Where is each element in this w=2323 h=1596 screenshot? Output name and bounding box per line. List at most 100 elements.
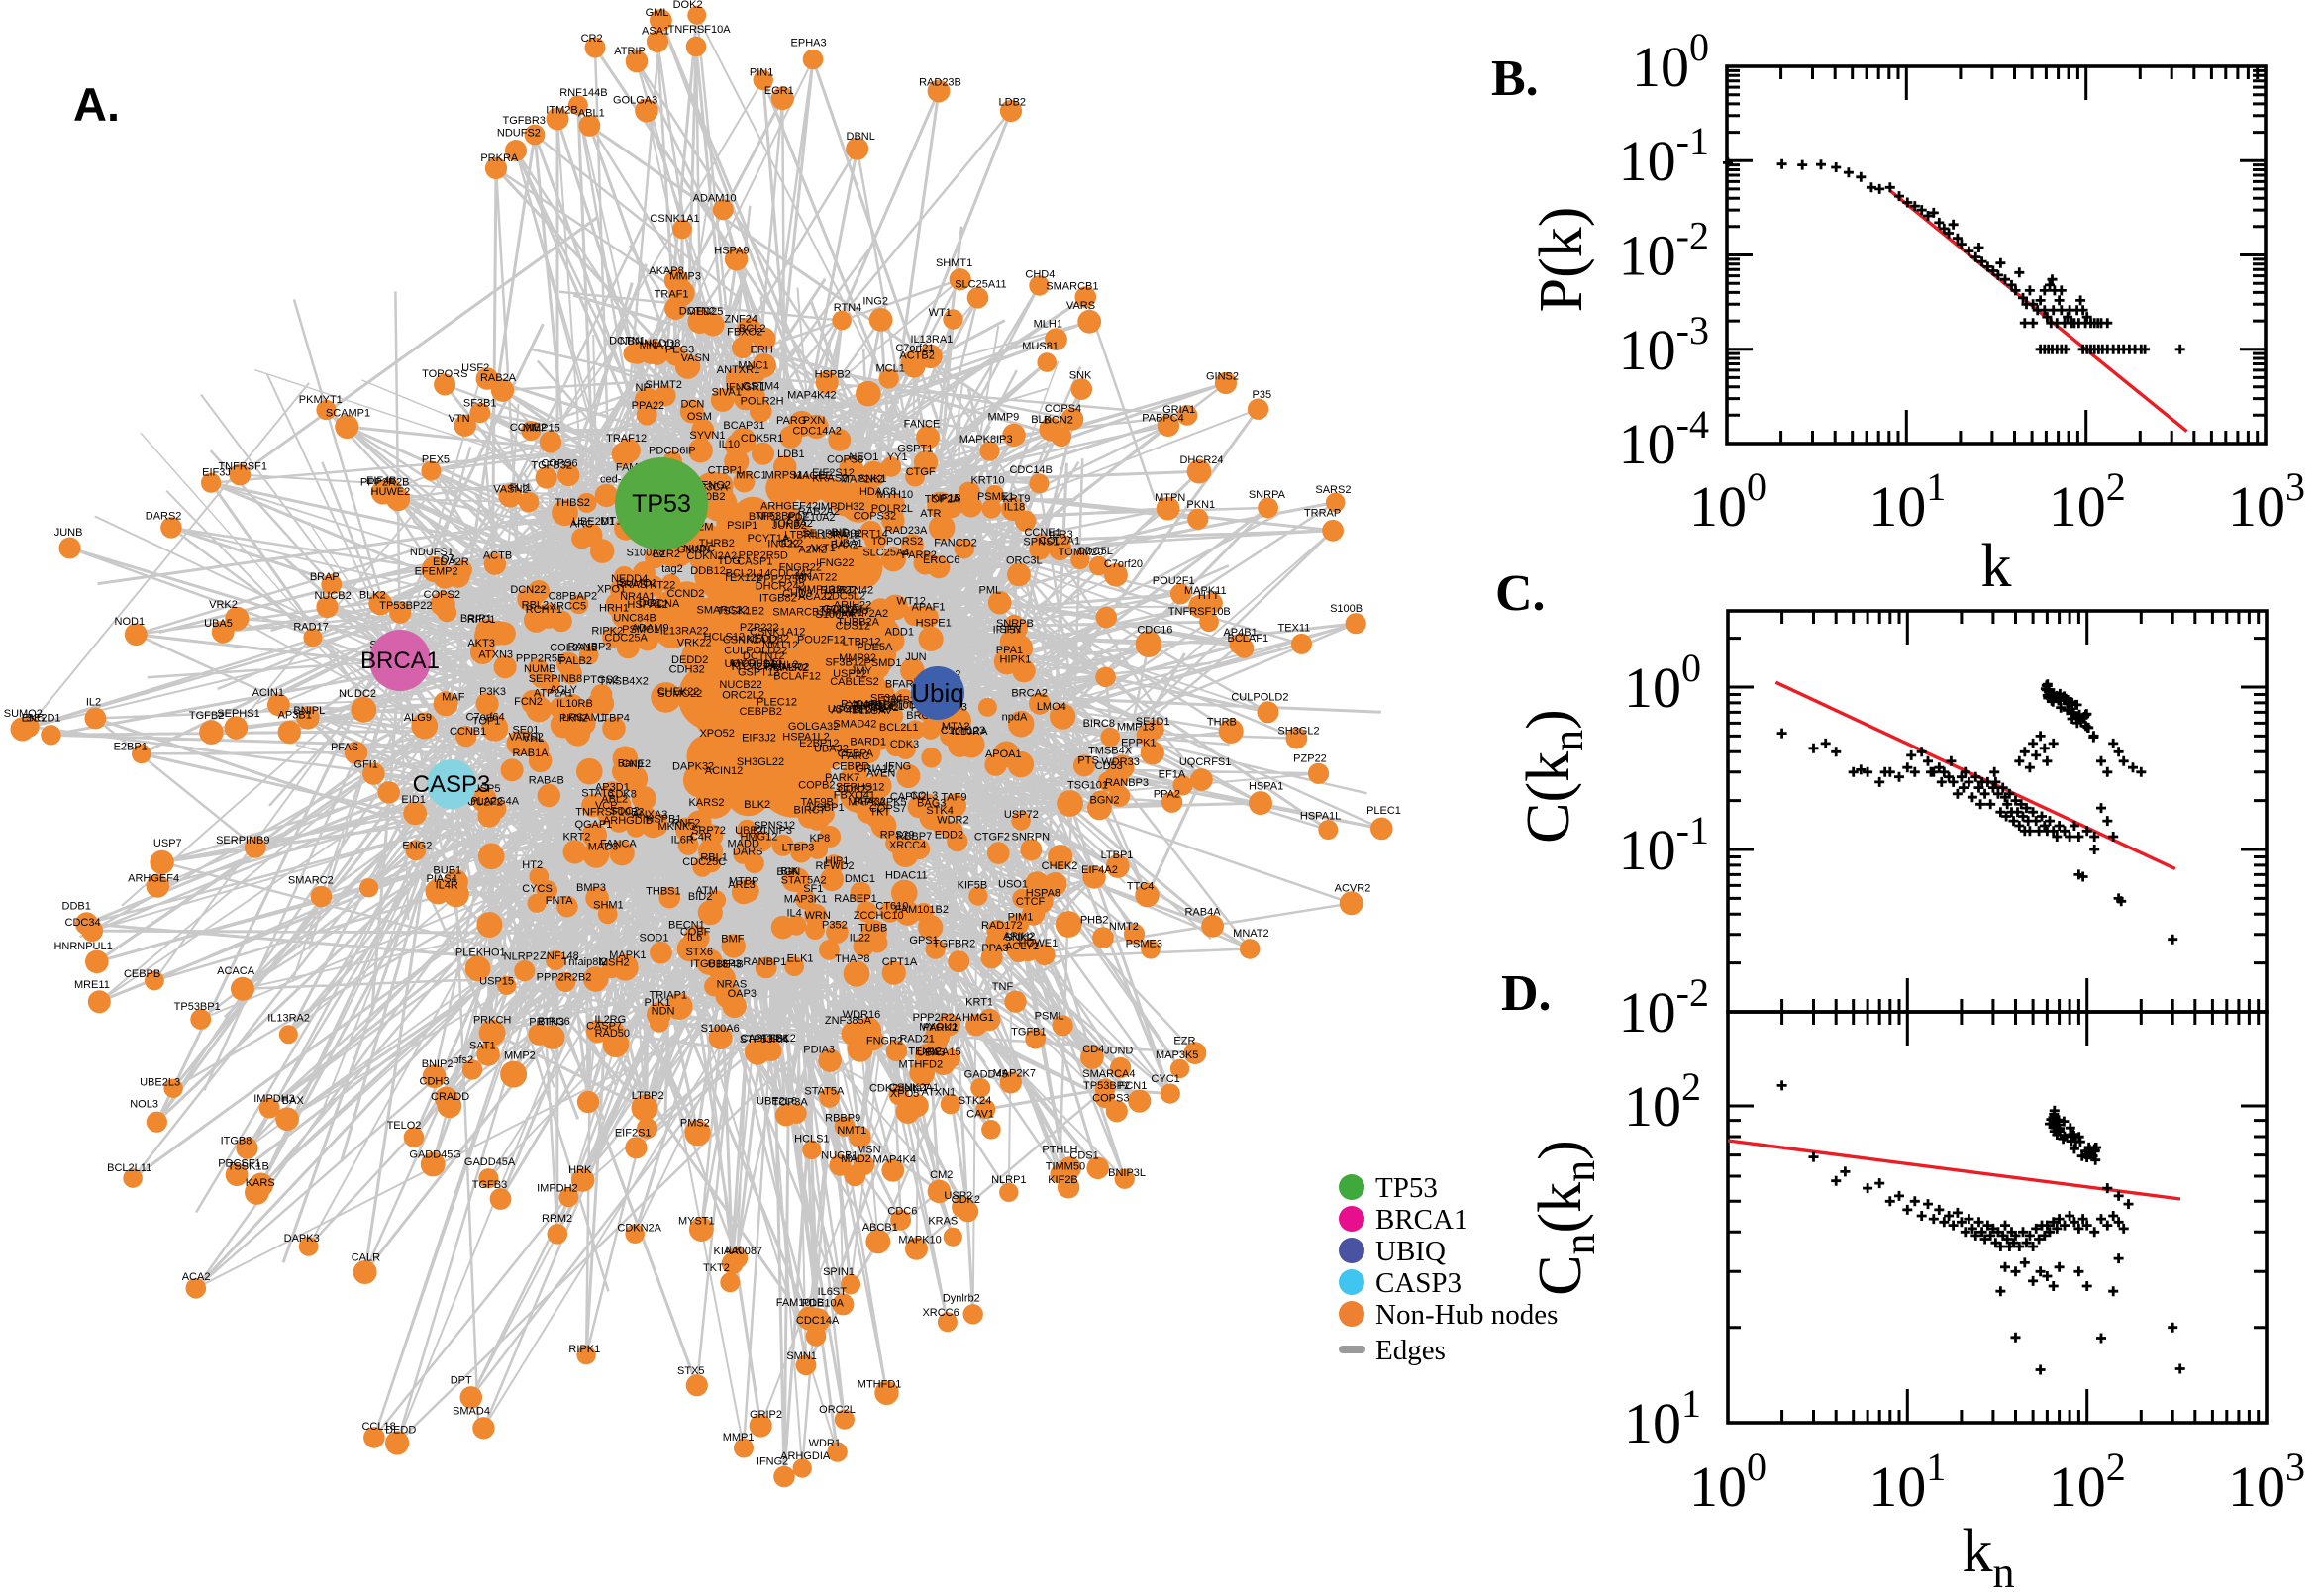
svg-text:GRIA1: GRIA1 bbox=[1162, 404, 1195, 416]
svg-text:P3K3: P3K3 bbox=[479, 686, 506, 698]
svg-text:ACIN1: ACIN1 bbox=[252, 687, 284, 699]
svg-text:CDK8: CDK8 bbox=[608, 789, 637, 801]
svg-text:DCN2: DCN2 bbox=[1044, 414, 1073, 426]
svg-text:PYCARD: PYCARD bbox=[841, 699, 886, 711]
svg-text:P35: P35 bbox=[1253, 389, 1272, 401]
svg-text:AKT1: AKT1 bbox=[808, 543, 836, 554]
svg-text:CDK2deltaT: CDK2deltaT bbox=[869, 1082, 929, 1094]
svg-text:LTBP3: LTBP3 bbox=[782, 843, 815, 854]
svg-text:FBXO2: FBXO2 bbox=[727, 327, 762, 339]
svg-text:CCL18: CCL18 bbox=[361, 1421, 395, 1433]
svg-text:ITGB18P3: ITGB18P3 bbox=[690, 958, 741, 970]
svg-text:EID1: EID1 bbox=[401, 794, 425, 806]
svg-text:SMARCB1: SMARCB1 bbox=[1046, 281, 1098, 293]
svg-text:CTGF2: CTGF2 bbox=[974, 832, 1010, 844]
svg-text:USO1: USO1 bbox=[998, 878, 1028, 890]
svg-text:COPS3: COPS3 bbox=[1092, 1093, 1129, 1105]
svg-text:TNFRSF10B2: TNFRSF10B2 bbox=[575, 806, 644, 818]
svg-text:CCNE2: CCNE2 bbox=[510, 422, 547, 434]
svg-text:HSPA1L: HSPA1L bbox=[1300, 811, 1341, 823]
svg-text:P352: P352 bbox=[822, 919, 848, 931]
svg-text:PEG3: PEG3 bbox=[665, 345, 694, 356]
svg-text:B.: B. bbox=[1491, 50, 1539, 107]
svg-text:EFEMP2: EFEMP2 bbox=[415, 566, 458, 578]
svg-text:CD4: CD4 bbox=[1082, 1044, 1104, 1055]
svg-text:SH3GL2: SH3GL2 bbox=[1277, 726, 1319, 738]
svg-text:SOD1: SOD1 bbox=[640, 933, 669, 945]
svg-text:DDB12: DDB12 bbox=[690, 565, 725, 577]
svg-text:VASN: VASN bbox=[681, 352, 710, 364]
svg-text:ACTB: ACTB bbox=[483, 549, 512, 561]
svg-text:MMP13: MMP13 bbox=[1117, 722, 1155, 734]
svg-text:NLRP2: NLRP2 bbox=[504, 951, 539, 963]
svg-text:HCLS1: HCLS1 bbox=[794, 1134, 829, 1146]
svg-text:SLC25A11: SLC25A11 bbox=[955, 278, 1006, 290]
svg-text:VRK22: VRK22 bbox=[677, 637, 712, 648]
svg-text:ITGAV: ITGAV bbox=[860, 705, 893, 717]
svg-text:TSSK1B: TSSK1B bbox=[228, 1161, 269, 1173]
svg-text:THBS2: THBS2 bbox=[555, 497, 589, 509]
svg-text:MMP3: MMP3 bbox=[669, 271, 701, 283]
svg-text:POU2F12: POU2F12 bbox=[797, 635, 846, 647]
svg-text:KRT2: KRT2 bbox=[562, 832, 590, 844]
svg-text:EIF4B: EIF4B bbox=[366, 475, 397, 487]
svg-text:JUNB: JUNB bbox=[54, 527, 83, 539]
svg-text:CHEK22: CHEK22 bbox=[657, 686, 700, 698]
svg-text:CDKN2A2: CDKN2A2 bbox=[686, 550, 737, 562]
svg-text:IL6ST: IL6ST bbox=[818, 1286, 848, 1298]
svg-text:ARC: ARC bbox=[570, 518, 593, 530]
svg-text:ATR: ATR bbox=[920, 508, 941, 520]
svg-text:TKT22: TKT22 bbox=[643, 579, 675, 591]
svg-text:UBIQ: UBIQ bbox=[1375, 1236, 1446, 1267]
svg-text:CDC16: CDC16 bbox=[1137, 625, 1172, 637]
svg-text:GADD45A: GADD45A bbox=[464, 1156, 516, 1168]
svg-text:ATXN3: ATXN3 bbox=[478, 648, 513, 660]
svg-text:HIPK1: HIPK1 bbox=[1000, 654, 1032, 666]
svg-text:SEPHS1: SEPHS1 bbox=[217, 708, 259, 720]
svg-text:GSPT12: GSPT12 bbox=[738, 666, 779, 678]
svg-text:FAM101B2: FAM101B2 bbox=[895, 904, 949, 916]
svg-text:BCL2L11: BCL2L11 bbox=[107, 1162, 152, 1174]
svg-text:WT1: WT1 bbox=[929, 307, 952, 319]
svg-text:ADAM10: ADAM10 bbox=[693, 192, 737, 204]
svg-text:SMN1: SMN1 bbox=[786, 1350, 817, 1362]
svg-text:BIRC8: BIRC8 bbox=[1083, 718, 1115, 730]
svg-text:BRCA1: BRCA1 bbox=[1375, 1204, 1467, 1236]
svg-text:BNIP3L: BNIP3L bbox=[1108, 1167, 1146, 1179]
svg-text:PPA2: PPA2 bbox=[1154, 788, 1180, 800]
svg-text:PTS: PTS bbox=[1077, 755, 1098, 767]
svg-text:TP53BP22: TP53BP22 bbox=[379, 600, 432, 612]
svg-text:ARHGEF4: ARHGEF4 bbox=[128, 873, 179, 885]
svg-text:AP3D1: AP3D1 bbox=[595, 781, 630, 793]
svg-text:RFC1: RFC1 bbox=[467, 614, 496, 626]
svg-text:BGN: BGN bbox=[776, 866, 800, 878]
svg-text:COL2A1: COL2A1 bbox=[1039, 536, 1080, 548]
svg-text:AKAP8: AKAP8 bbox=[649, 265, 683, 277]
svg-text:ACACA: ACACA bbox=[217, 965, 255, 977]
svg-text:DEDD: DEDD bbox=[385, 1425, 416, 1437]
svg-text:SUMO22: SUMO22 bbox=[657, 688, 702, 700]
svg-text:USP2: USP2 bbox=[944, 1190, 972, 1202]
svg-text:WDR16: WDR16 bbox=[843, 1009, 881, 1021]
svg-text:SF3B12: SF3B12 bbox=[825, 657, 864, 669]
svg-text:PSME1: PSME1 bbox=[977, 491, 1014, 503]
svg-text:POU2F1: POU2F1 bbox=[1153, 575, 1195, 587]
svg-text:SMARCA4: SMARCA4 bbox=[1082, 1068, 1135, 1080]
svg-text:ABL2: ABL2 bbox=[601, 793, 628, 805]
svg-text:FNTA: FNTA bbox=[546, 895, 574, 907]
svg-text:HDAC8: HDAC8 bbox=[859, 486, 896, 498]
svg-text:VTN: VTN bbox=[449, 413, 470, 425]
svg-text:DARS: DARS bbox=[733, 847, 763, 858]
svg-text:RAD17: RAD17 bbox=[293, 621, 328, 633]
svg-text:MYH10: MYH10 bbox=[876, 489, 913, 501]
svg-text:PRKRA: PRKRA bbox=[480, 152, 519, 164]
svg-text:FCN2: FCN2 bbox=[514, 696, 543, 708]
svg-text:LMO4: LMO4 bbox=[1037, 701, 1066, 713]
svg-text:TP53BP1: TP53BP1 bbox=[174, 1001, 221, 1013]
svg-text:SUMO1: SUMO1 bbox=[619, 578, 657, 590]
svg-text:GMNN: GMNN bbox=[677, 545, 711, 556]
svg-text:MNAT22: MNAT22 bbox=[795, 572, 838, 584]
svg-text:EZR: EZR bbox=[1173, 1036, 1195, 1047]
svg-text:MED25: MED25 bbox=[687, 306, 724, 318]
svg-text:MMP1: MMP1 bbox=[723, 1432, 755, 1444]
